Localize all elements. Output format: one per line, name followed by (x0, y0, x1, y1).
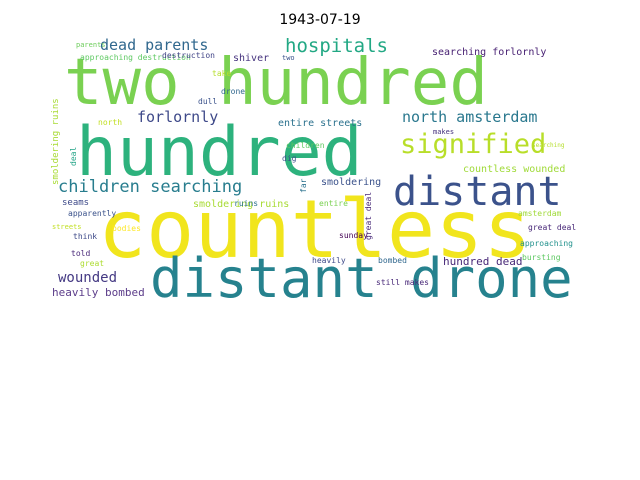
word-children-searching: children searching (58, 177, 243, 197)
word-dig: children (286, 141, 325, 150)
word-think: apparently (68, 209, 117, 218)
word-apparently: bursting (522, 253, 561, 262)
word-great: bodies (112, 224, 141, 233)
word-far: dig (282, 154, 297, 163)
word-forlornly: forlornly (137, 108, 219, 126)
word-ruins: entire (319, 199, 348, 208)
word-bodies: streets (52, 223, 82, 231)
word-signified: signified (400, 129, 547, 160)
word-destruction: approaching destruction (80, 53, 191, 62)
word-approaching-destruction: seams (62, 198, 90, 208)
word-searching-vertical: deal (69, 146, 78, 166)
word-smoldering-ruins-vertical: smoldering ruins (51, 98, 61, 185)
word-searching-forlornly: searching forlornly (432, 47, 547, 58)
word-two-hundred: two hundred (64, 46, 488, 120)
word-makes: north (98, 118, 123, 127)
word-two: parents (76, 41, 106, 49)
word-heavily-bombed: heavily bombed (52, 286, 145, 299)
chart-title: 1943-07-19 (279, 12, 361, 28)
word-countless: countless (98, 183, 532, 276)
word-hundred: hundred (76, 113, 363, 192)
word-wounded: wounded (58, 270, 118, 286)
word-cloud: two hundred hundred countless distant dr… (50, 35, 580, 306)
word-north: dull (198, 97, 218, 106)
word-parents: destruction (162, 51, 215, 60)
word-north-amsterdam: north amsterdam (402, 108, 538, 126)
word-told: think (73, 232, 98, 241)
word-distant: distant (393, 169, 562, 215)
word-entire-vertical: far (299, 178, 308, 193)
word-great-deal-vertical: great deal (364, 191, 373, 240)
word-heavily: sunday (339, 231, 368, 240)
word-children: makes (433, 128, 455, 136)
word-approaching: amsterdam (518, 209, 562, 218)
word-bursting: great deal (528, 223, 577, 232)
word-sunday: ruins (234, 199, 259, 208)
word-shiver: shiver (233, 53, 270, 64)
word-take: two (282, 54, 295, 62)
word-bombed: heavily (312, 256, 346, 265)
word-distant-drone: distant drone (150, 247, 573, 310)
word-amsterdam: bombed (378, 256, 407, 265)
word-still: searching (532, 142, 565, 149)
word-still-makes: approaching (520, 239, 573, 248)
word-deal: great (80, 259, 105, 268)
word-hundred-dead: hundred dead (443, 255, 523, 268)
word-streets: still makes (376, 278, 429, 287)
word-dull: drone (221, 87, 246, 96)
word-smoldering: smoldering (321, 177, 382, 188)
word-seams: smoldering ruins (193, 199, 290, 210)
word-dead-parents: dead parents (100, 36, 209, 54)
word-dead: told (71, 249, 91, 258)
word-entire-streets: entire streets (278, 118, 363, 129)
word-hospitals: hospitals (285, 35, 388, 57)
word-drone: take (212, 69, 232, 78)
word-countless-wounded: countless wounded (463, 164, 566, 175)
